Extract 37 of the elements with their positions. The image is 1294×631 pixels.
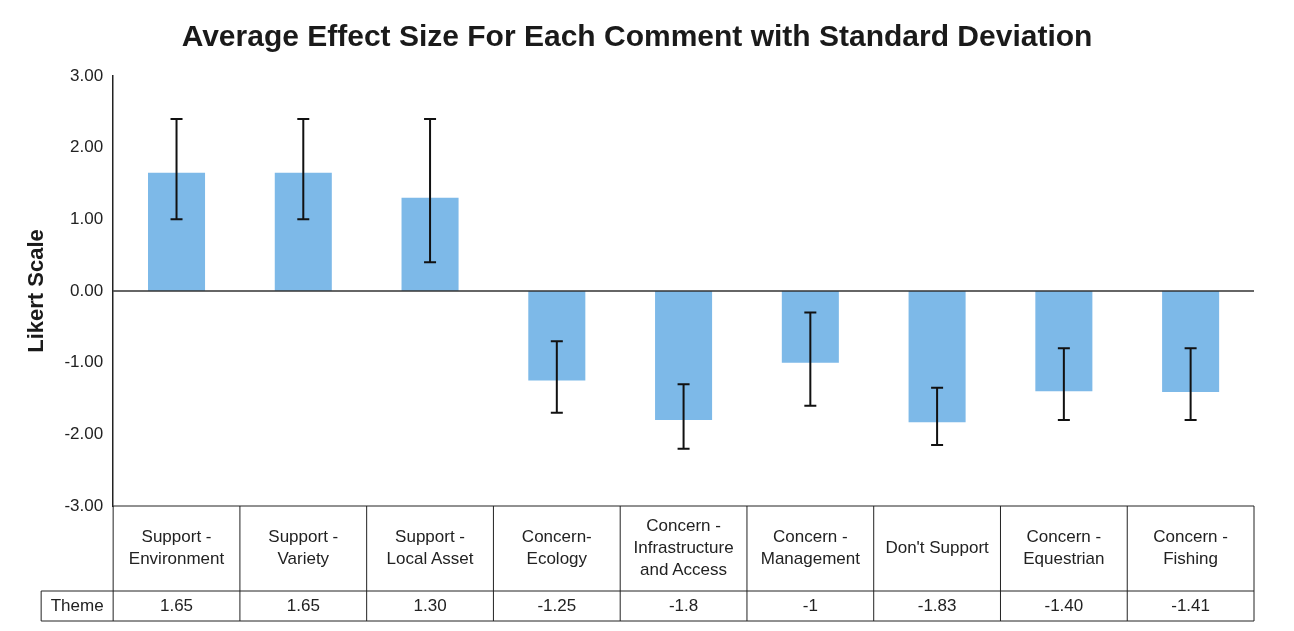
bar bbox=[274, 172, 332, 291]
data-label: -1.25 bbox=[537, 595, 577, 615]
y-tick-label: 3.00 bbox=[70, 65, 104, 85]
x-tick-label: Concern - Equestrian bbox=[1023, 527, 1105, 569]
x-tick-label: Don't Support bbox=[885, 538, 990, 558]
bar bbox=[148, 172, 206, 291]
x-tick-label: Support - Local Asset bbox=[386, 527, 474, 569]
y-tick-label: -2.00 bbox=[64, 424, 104, 444]
y-tick-label: 2.00 bbox=[70, 137, 104, 157]
data-label: -1.83 bbox=[917, 595, 957, 615]
bar bbox=[908, 291, 966, 423]
data-label: -1.40 bbox=[1044, 595, 1084, 615]
chart-title: Average Effect Size For Each Comment with Standard Deviation bbox=[181, 19, 1093, 53]
data-label: -1.41 bbox=[1171, 595, 1210, 615]
data-label: -1 bbox=[802, 595, 818, 615]
data-label: 1.30 bbox=[413, 595, 447, 615]
bar bbox=[781, 291, 839, 363]
data-label: -1.8 bbox=[668, 595, 699, 615]
x-tick-label: Concern - Infrastructure and Access bbox=[633, 516, 734, 580]
bar bbox=[1035, 291, 1093, 392]
bar bbox=[655, 291, 713, 420]
bar bbox=[528, 291, 586, 381]
y-axis-title: Likert Scale bbox=[23, 229, 49, 353]
data-label: 1.65 bbox=[286, 595, 320, 615]
x-tick-label: Concern- Ecology bbox=[521, 527, 592, 569]
x-tick-label: Concern - Management bbox=[760, 527, 861, 569]
data-label: 1.65 bbox=[159, 595, 194, 615]
y-tick-label: 1.00 bbox=[70, 209, 104, 229]
bar bbox=[401, 197, 459, 291]
x-tick-label: Support - Environment bbox=[128, 527, 225, 569]
y-tick-label: 0.00 bbox=[70, 280, 104, 300]
text: Theme bbox=[50, 595, 104, 615]
x-tick-label: Support - Variety bbox=[268, 527, 339, 569]
x-tick-label: Concern - Fishing bbox=[1153, 527, 1228, 569]
bar bbox=[1162, 291, 1220, 393]
y-tick-label: -1.00 bbox=[64, 352, 104, 372]
y-tick-label: -3.00 bbox=[64, 495, 104, 515]
